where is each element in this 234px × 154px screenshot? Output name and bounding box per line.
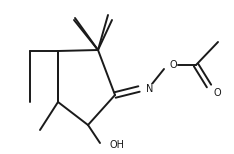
Text: N: N	[146, 84, 153, 94]
Text: O: O	[169, 60, 177, 70]
Text: OH: OH	[109, 140, 124, 150]
Text: O: O	[214, 88, 222, 98]
